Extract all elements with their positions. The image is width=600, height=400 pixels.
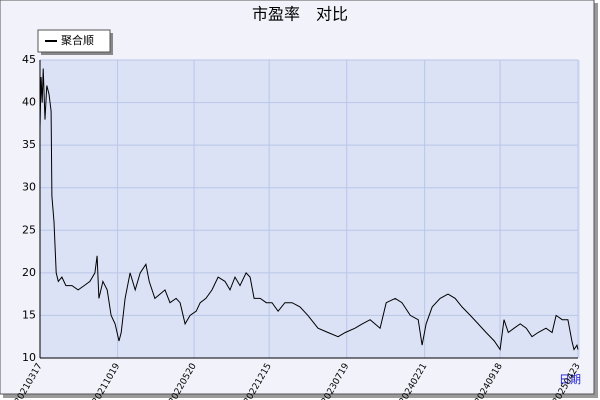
data-line xyxy=(39,68,579,351)
y-tick-label: 20 xyxy=(22,266,36,279)
chart-title: 市盈率 对比 xyxy=(252,5,348,24)
y-tick-label: 25 xyxy=(22,223,36,236)
y-tick-label: 40 xyxy=(22,96,36,109)
y-tick-label: 45 xyxy=(22,53,36,66)
y-tick-label: 10 xyxy=(22,351,36,364)
legend xyxy=(37,29,111,53)
x-axis-label: 日期 xyxy=(559,373,581,386)
y-tick-label: 35 xyxy=(22,138,36,151)
y-tick-label: 15 xyxy=(22,308,36,321)
plot-area xyxy=(40,60,580,358)
y-tick-label: 30 xyxy=(22,181,36,194)
legend-label: 聚合顺 xyxy=(61,33,94,47)
